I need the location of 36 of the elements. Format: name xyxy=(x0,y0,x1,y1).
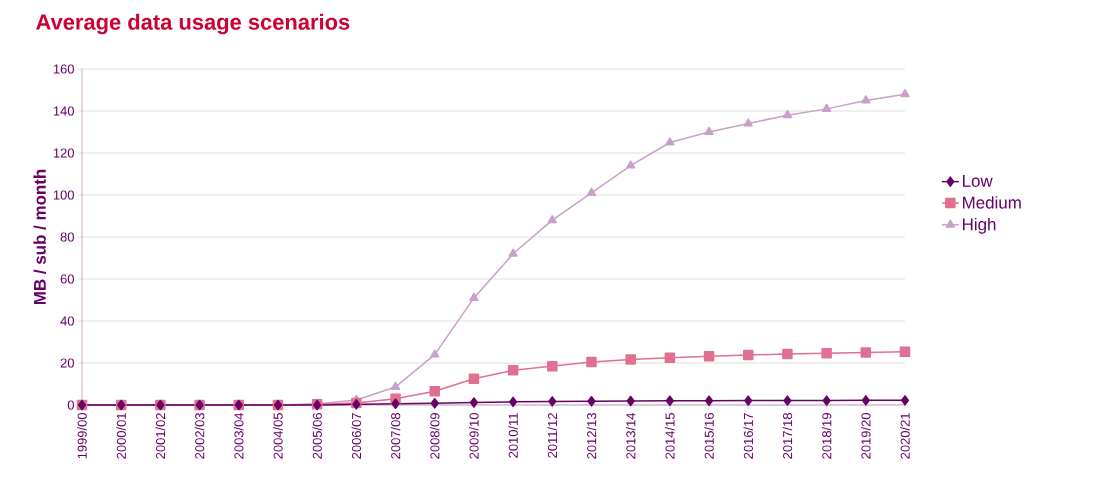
y-tick-label: 160 xyxy=(53,64,74,74)
x-tick-label: 2007/08 xyxy=(390,413,401,459)
x-tick-label: 2009/10 xyxy=(469,413,479,459)
x-tick-label: 2017/18 xyxy=(782,413,793,459)
y-tick-label: 100 xyxy=(53,190,74,200)
x-tick-label: 2015/16 xyxy=(704,413,714,459)
legend-label: High xyxy=(963,217,996,234)
legend-label: Low xyxy=(963,175,993,187)
y-tick-label: 120 xyxy=(53,148,74,158)
x-tick-label: 2019/20 xyxy=(861,413,871,459)
x-tick-label: 2005/06 xyxy=(312,413,322,459)
y-axis-title: MB / sub / month xyxy=(33,169,47,305)
x-tick-label: 2000/01 xyxy=(116,413,126,459)
x-tick-label: 2008/09 xyxy=(429,413,440,459)
y-tick-label: 60 xyxy=(60,274,74,284)
x-tick-label: 2001/02 xyxy=(155,413,166,459)
x-tick-label: 2006/07 xyxy=(351,413,362,459)
y-tick-label: 20 xyxy=(60,358,74,368)
y-tick-label: 40 xyxy=(60,316,74,326)
x-tick-label: 2014/15 xyxy=(665,413,675,459)
x-tick-label: 2020/21 xyxy=(900,413,910,459)
legend-label: Medium xyxy=(963,196,1021,209)
x-tick-label: 2011/12 xyxy=(547,413,558,458)
chart-title: Average data usage scenarios xyxy=(36,13,350,35)
x-tick-label: 2004/05 xyxy=(273,413,283,459)
x-tick-label: 2016/17 xyxy=(743,413,753,459)
x-tick-label: 2010/11 xyxy=(508,413,518,458)
y-tick-label: 0 xyxy=(67,400,74,410)
x-tick-label: 2018/19 xyxy=(821,413,832,459)
y-tick-label: 80 xyxy=(60,232,74,242)
x-tick-label: 2012/13 xyxy=(586,413,597,459)
x-tick-label: 1999/00 xyxy=(77,413,87,459)
x-tick-label: 2013/14 xyxy=(625,412,636,459)
x-tick-label: 2003/04 xyxy=(234,412,244,459)
y-tick-label: 140 xyxy=(53,106,74,116)
x-tick-label: 2002/03 xyxy=(194,413,205,459)
